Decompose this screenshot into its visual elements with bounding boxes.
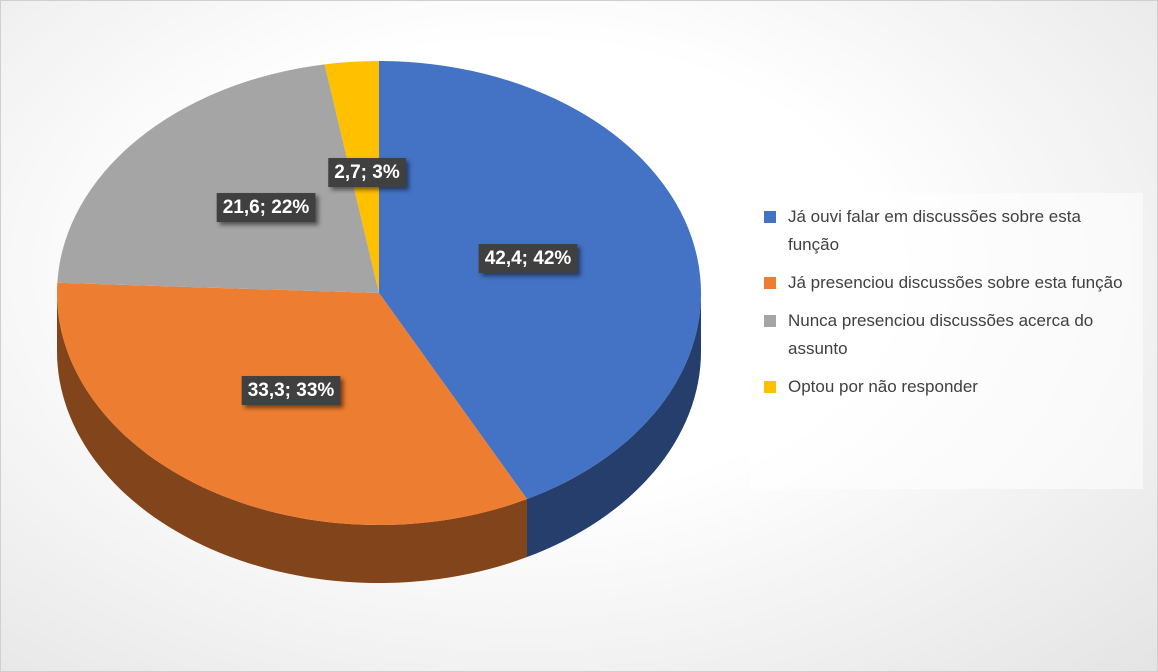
data-label-box: [241, 376, 341, 406]
slice: [379, 61, 701, 500]
legend-label: Nunca presenciou discussões acerca do as…: [788, 311, 1094, 358]
slice-side: [526, 293, 701, 558]
side-shade: [526, 293, 701, 558]
legend-entry: Já presenciou discussões sobre esta funç…: [764, 269, 1133, 297]
legend-swatch: [764, 277, 776, 289]
data-label: 42,4; 42%: [485, 248, 572, 269]
data-label: 21,6; 22%: [223, 197, 310, 218]
data-label: 33,3; 33%: [248, 380, 335, 401]
legend-swatch: [764, 381, 776, 393]
data-label-box: [216, 193, 316, 223]
legend-entry: Nunca presenciou discussões acerca do as…: [764, 307, 1133, 363]
side-shade: [57, 293, 527, 584]
legend-swatch: [764, 315, 776, 327]
data-label-box: [478, 244, 578, 274]
legend-entry: Optou por não responder: [764, 373, 1133, 401]
legend-label: Já ouvi falar em discussões sobre esta f…: [788, 207, 1081, 254]
slice-side: [57, 293, 527, 584]
legend-label: Optou por não responder: [788, 377, 978, 396]
legend: Já ouvi falar em discussões sobre esta f…: [750, 193, 1143, 489]
data-label: 2,7; 3%: [334, 162, 400, 183]
legend-swatch: [764, 211, 776, 223]
legend-entry: Já ouvi falar em discussões sobre esta f…: [764, 203, 1133, 259]
slice: [57, 64, 379, 293]
data-label-box: [328, 158, 406, 188]
legend-label: Já presenciou discussões sobre esta funç…: [788, 273, 1123, 292]
